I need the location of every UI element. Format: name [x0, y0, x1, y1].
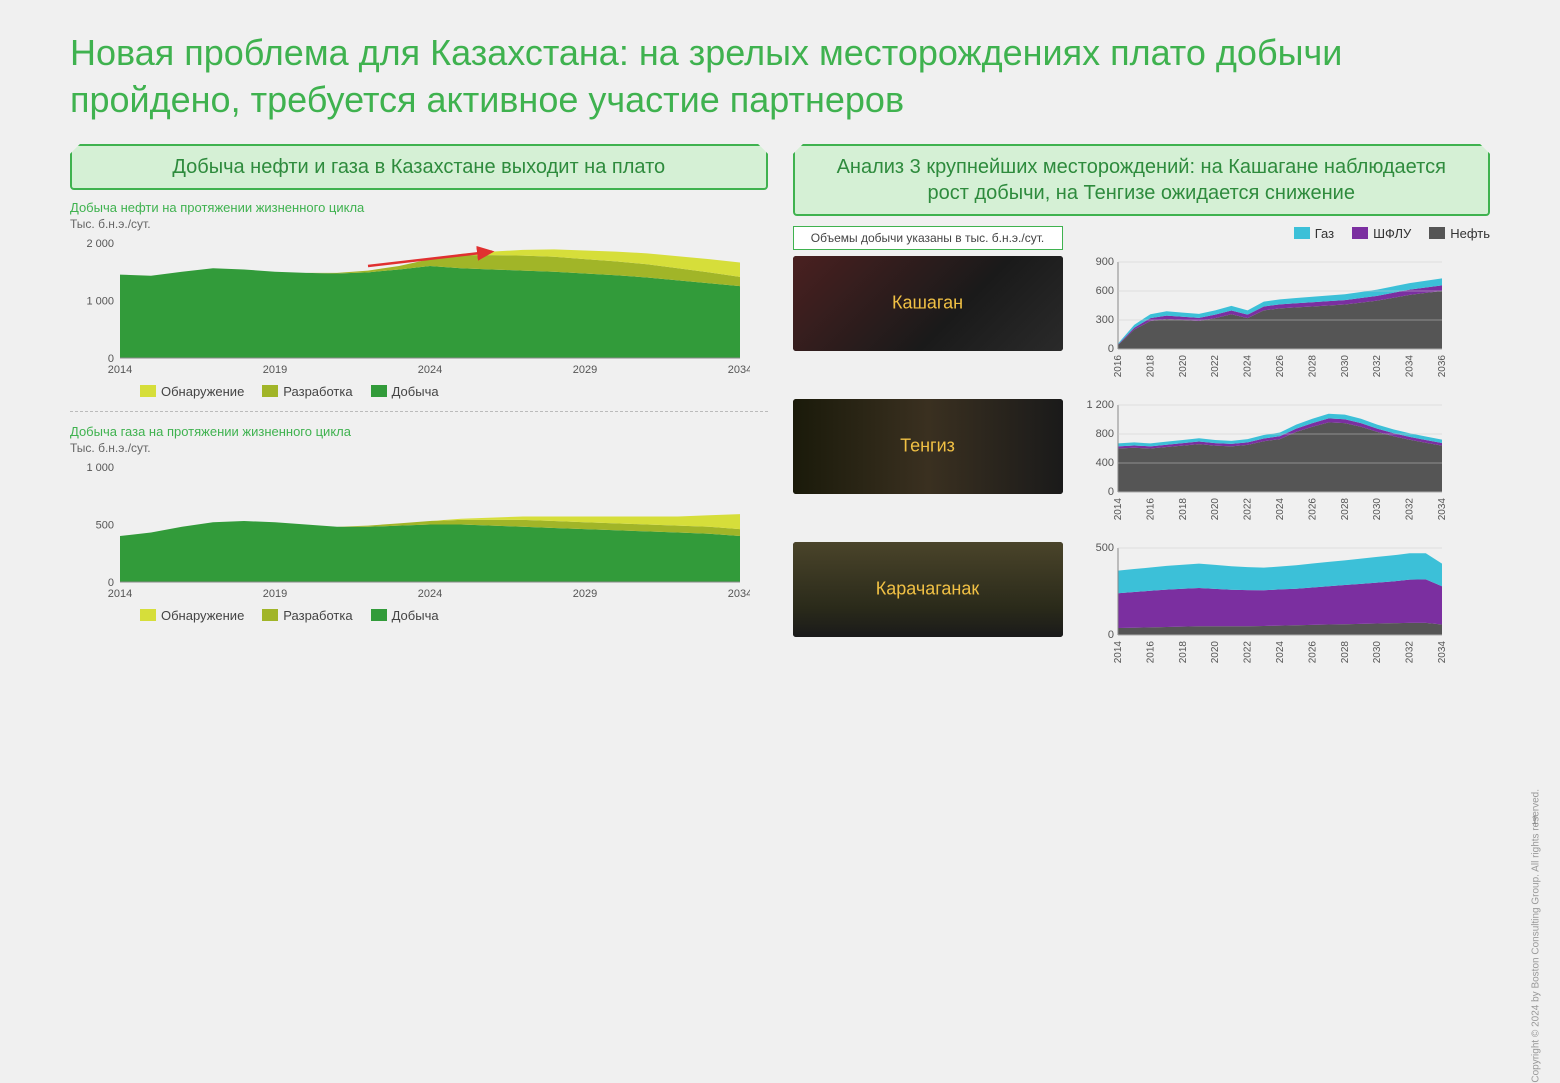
field-chart: 0 400 800 1 200 2014 2016 2018 2020 2022 2024 2026… — [1078, 399, 1491, 524]
field-card: Кашаган — [793, 256, 1063, 351]
svg-text:1 000: 1 000 — [86, 295, 114, 307]
svg-text:0: 0 — [1107, 343, 1113, 355]
svg-text:2016: 2016 — [1145, 640, 1156, 663]
svg-text:600: 600 — [1095, 285, 1113, 297]
svg-text:2028: 2028 — [1339, 497, 1350, 520]
legend-item-development: Разработка — [262, 384, 352, 399]
svg-text:2029: 2029 — [573, 588, 597, 600]
right-note: Объемы добычи указаны в тыс. б.н.э./сут. — [793, 226, 1063, 250]
svg-text:2014: 2014 — [108, 364, 132, 376]
svg-text:2014: 2014 — [1113, 497, 1124, 520]
svg-text:400: 400 — [1095, 457, 1113, 469]
svg-text:2028: 2028 — [1339, 640, 1350, 663]
legend-item-ngl: ШФЛУ — [1352, 226, 1411, 241]
svg-text:1 200: 1 200 — [1086, 399, 1114, 411]
svg-text:2034: 2034 — [1437, 640, 1448, 663]
oil-legend: Обнаружение Разработка Добыча — [70, 384, 768, 399]
legend-item-production: Добыча — [371, 608, 439, 623]
oil-chart-subtitle: Тыс. б.н.э./сут. — [70, 217, 768, 231]
svg-text:2029: 2029 — [573, 364, 597, 376]
svg-text:2034: 2034 — [728, 588, 750, 600]
slide-title: Новая проблема для Казахстана: на зрелых… — [70, 30, 1490, 124]
svg-text:2034: 2034 — [1404, 354, 1415, 377]
svg-text:0: 0 — [1107, 629, 1113, 641]
svg-text:2034: 2034 — [1437, 497, 1448, 520]
field-name: Карачаганак — [876, 579, 980, 600]
svg-text:2032: 2032 — [1404, 497, 1415, 520]
svg-text:2032: 2032 — [1404, 640, 1415, 663]
svg-text:2022: 2022 — [1210, 354, 1221, 377]
gas-legend: Обнаружение Разработка Добыча — [70, 608, 768, 623]
gas-chart-title: Добыча газа на протяжении жизненного цик… — [70, 424, 768, 439]
svg-text:2020: 2020 — [1177, 354, 1188, 377]
svg-text:2030: 2030 — [1372, 497, 1383, 520]
svg-text:2026: 2026 — [1307, 497, 1318, 520]
svg-text:2026: 2026 — [1275, 354, 1286, 377]
svg-text:1 000: 1 000 — [86, 462, 114, 474]
svg-text:2024: 2024 — [418, 588, 442, 600]
field-card: Карачаганак — [793, 542, 1063, 637]
svg-text:2016: 2016 — [1145, 497, 1156, 520]
svg-text:2020: 2020 — [1210, 497, 1221, 520]
svg-text:2 000: 2 000 — [86, 238, 114, 250]
svg-text:2024: 2024 — [1242, 354, 1253, 377]
svg-text:2016: 2016 — [1113, 354, 1124, 377]
svg-text:2036: 2036 — [1437, 354, 1448, 377]
left-panel-header: Добыча нефти и газа в Казахстане выходит… — [70, 144, 768, 190]
svg-text:800: 800 — [1095, 428, 1113, 440]
svg-text:2024: 2024 — [1275, 497, 1286, 520]
legend-item-discovery: Обнаружение — [140, 384, 244, 399]
field-chart: 0 300 600 900 2016 2018 2020 2022 2024 2026 2028 20… — [1078, 256, 1491, 381]
svg-text:2024: 2024 — [418, 364, 442, 376]
svg-text:2028: 2028 — [1307, 354, 1318, 377]
gas-chart-subtitle: Тыс. б.н.э./сут. — [70, 441, 768, 455]
gas-chart: 05001 00020142019202420292034 — [70, 459, 768, 604]
field-chart: 0 500 2014 2016 2018 2020 2022 2024 2026 2028 2030… — [1078, 542, 1491, 667]
svg-text:2022: 2022 — [1242, 497, 1253, 520]
svg-text:2022: 2022 — [1242, 640, 1253, 663]
oil-chart: 01 0002 00020142019202420292034 — [70, 235, 768, 380]
svg-text:500: 500 — [96, 519, 114, 531]
svg-text:900: 900 — [1095, 256, 1113, 268]
right-panel-header: Анализ 3 крупнейших месторождений: на Ка… — [793, 144, 1491, 216]
legend-item-oil: Нефть — [1429, 226, 1490, 241]
legend-item-production: Добыча — [371, 384, 439, 399]
right-legend: Газ ШФЛУ Нефть — [1063, 226, 1491, 241]
svg-text:2030: 2030 — [1372, 640, 1383, 663]
svg-text:2024: 2024 — [1275, 640, 1286, 663]
svg-text:2032: 2032 — [1372, 354, 1383, 377]
left-column: Добыча нефти и газа в Казахстане выходит… — [70, 144, 768, 667]
svg-text:2034: 2034 — [728, 364, 750, 376]
field-row: Тенгиз 0 400 800 1 200 2014 2016 2018 2020 2022 2… — [793, 399, 1491, 524]
svg-text:2019: 2019 — [263, 588, 287, 600]
svg-text:2018: 2018 — [1145, 354, 1156, 377]
svg-text:2018: 2018 — [1177, 497, 1188, 520]
legend-item-development: Разработка — [262, 608, 352, 623]
right-column: Анализ 3 крупнейших месторождений: на Ка… — [793, 144, 1491, 667]
svg-text:500: 500 — [1095, 542, 1113, 554]
legend-item-discovery: Обнаружение — [140, 608, 244, 623]
field-row: Кашаган 0 300 600 900 2016 2018 2020 2022 2024 20… — [793, 256, 1491, 381]
oil-chart-title: Добыча нефти на протяжении жизненного ци… — [70, 200, 768, 215]
svg-text:0: 0 — [1107, 486, 1113, 498]
legend-item-gas: Газ — [1294, 226, 1334, 241]
svg-text:2018: 2018 — [1177, 640, 1188, 663]
svg-text:2014: 2014 — [1113, 640, 1124, 663]
page-number: 1 — [1531, 813, 1538, 827]
field-row: Карачаганак 0 500 2014 2016 2018 2020 2022 2024… — [793, 542, 1491, 667]
svg-text:2014: 2014 — [108, 588, 132, 600]
svg-text:2026: 2026 — [1307, 640, 1318, 663]
svg-text:2030: 2030 — [1339, 354, 1350, 377]
svg-text:2019: 2019 — [263, 364, 287, 376]
copyright: Copyright © 2024 by Boston Consulting Gr… — [1531, 789, 1542, 1083]
svg-text:2020: 2020 — [1210, 640, 1221, 663]
field-card: Тенгиз — [793, 399, 1063, 494]
field-name: Кашаган — [892, 293, 963, 314]
svg-text:300: 300 — [1095, 314, 1113, 326]
field-name: Тенгиз — [900, 436, 955, 457]
